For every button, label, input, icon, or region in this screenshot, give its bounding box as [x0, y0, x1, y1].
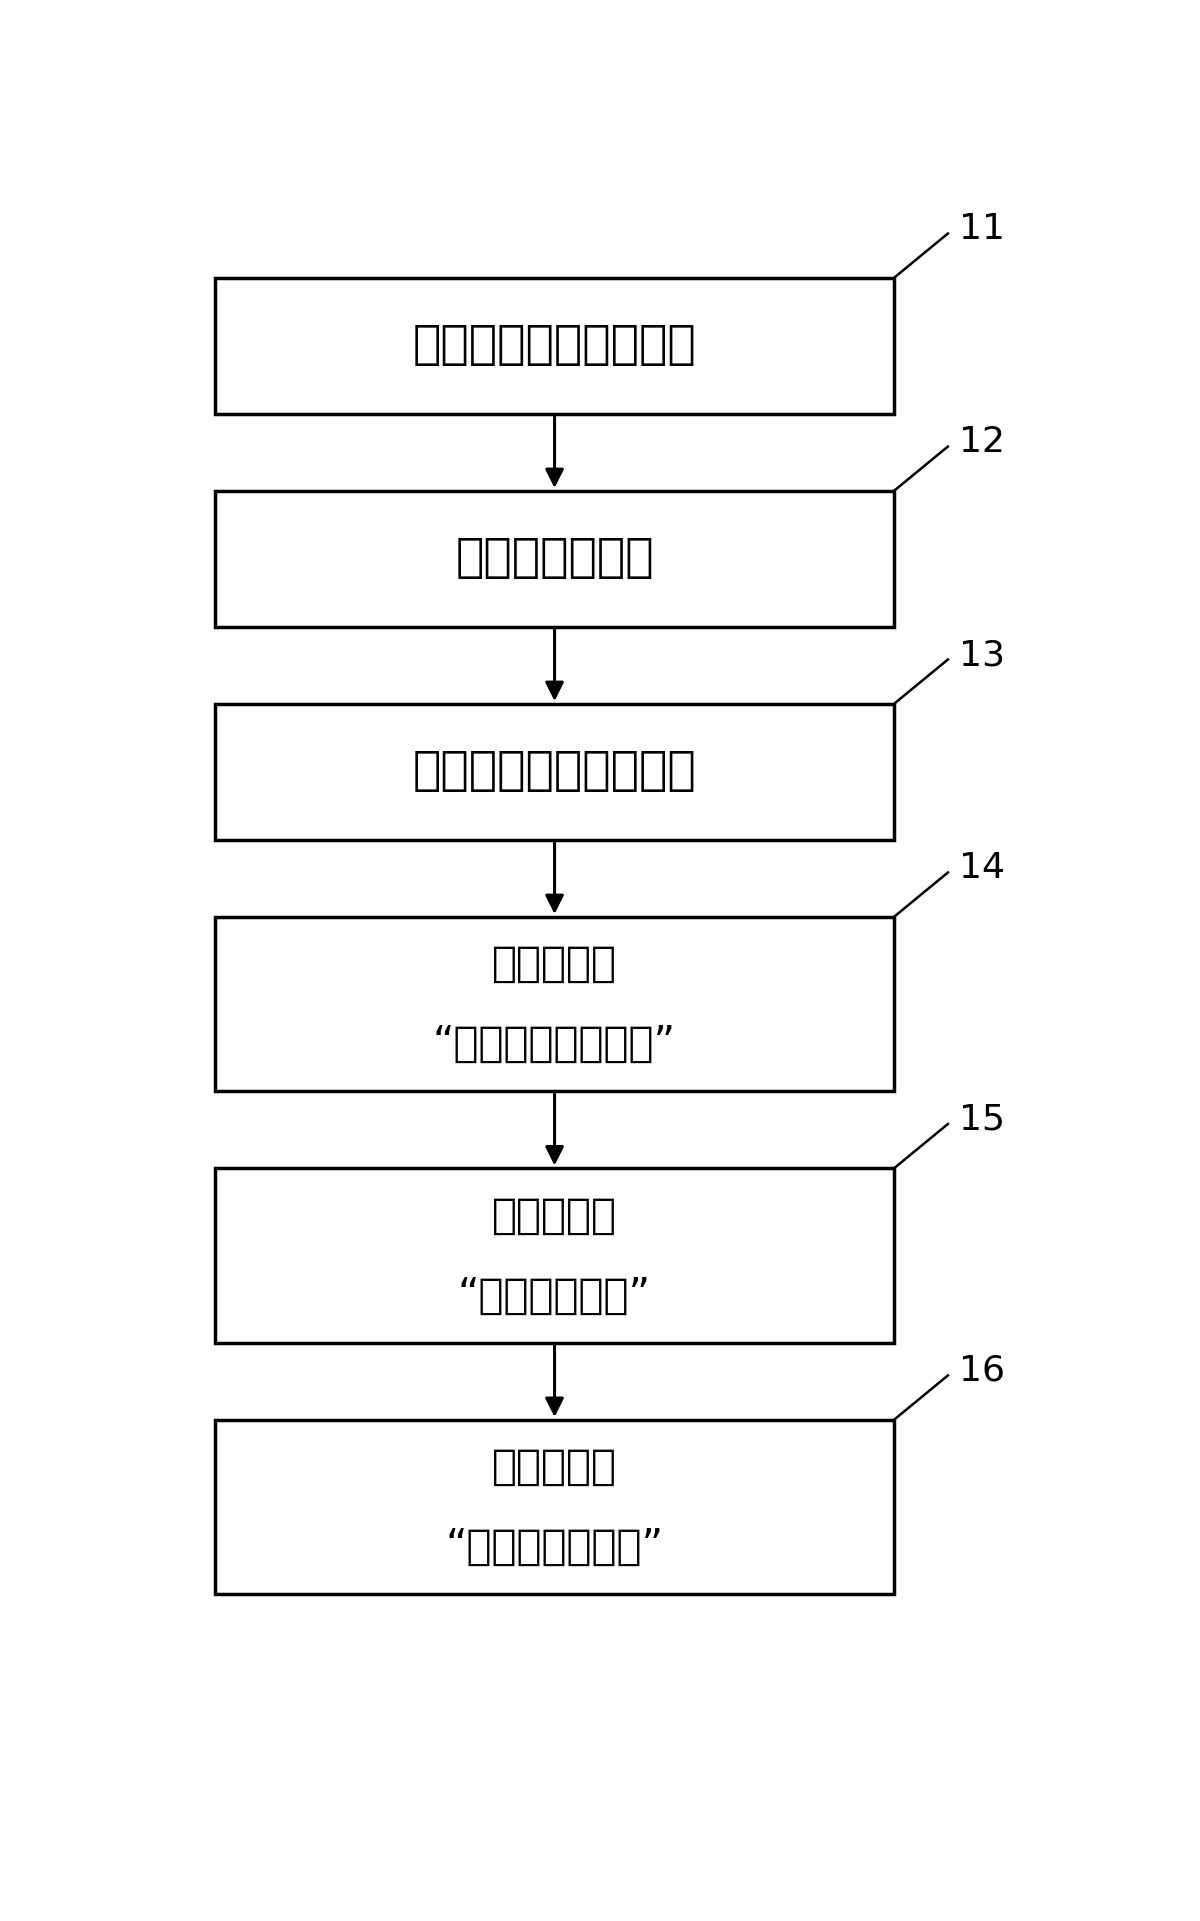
- Bar: [215, 492, 894, 626]
- Text: 14: 14: [959, 851, 1006, 886]
- Text: 16: 16: [959, 1354, 1006, 1389]
- Text: 数码电子雷管信息注入: 数码电子雷管信息注入: [413, 749, 696, 795]
- Text: “工作码申请与解密”: “工作码申请与解密”: [433, 1024, 676, 1064]
- Text: 12: 12: [959, 425, 1006, 459]
- Text: 起爆流程之: 起爆流程之: [492, 1447, 617, 1489]
- Bar: [215, 916, 894, 1091]
- Text: 15: 15: [959, 1103, 1006, 1137]
- Bar: [215, 1420, 894, 1594]
- Text: 起爆流程之: 起爆流程之: [492, 1195, 617, 1237]
- Text: 11: 11: [959, 211, 1006, 246]
- Bar: [215, 703, 894, 839]
- Bar: [215, 1168, 894, 1343]
- Text: 起爆流程之: 起爆流程之: [492, 943, 617, 985]
- Text: 起爆器结构框图: 起爆器结构框图: [455, 536, 654, 582]
- Text: 起爆系统网络拓扑结构: 起爆系统网络拓扑结构: [413, 323, 696, 369]
- Text: “起爆后信息回传”: “起爆后信息回传”: [445, 1525, 664, 1568]
- Bar: [215, 279, 894, 413]
- Text: 13: 13: [959, 638, 1006, 672]
- Text: “起爆现场作业”: “起爆现场作业”: [458, 1274, 652, 1316]
